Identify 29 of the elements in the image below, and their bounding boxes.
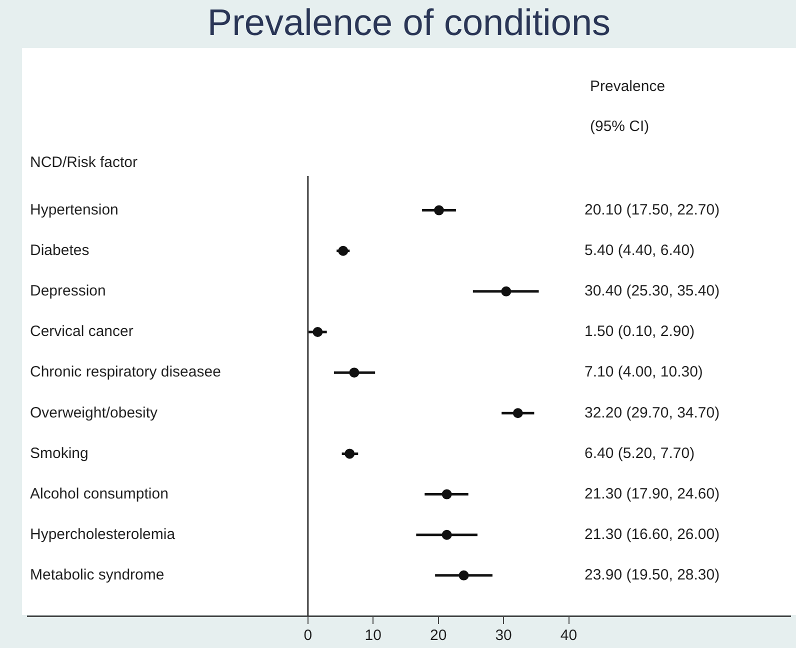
annotation: 6.40 (5.20, 7.70) bbox=[584, 444, 695, 462]
y-tick-label: Cervical cancer bbox=[30, 323, 134, 340]
chart-title: Prevalence of conditions bbox=[206, 2, 612, 44]
annotation: 30.40 (25.30, 35.40) bbox=[584, 282, 720, 300]
y-tick-label: Chronic respiratory diseasee bbox=[30, 364, 221, 381]
y-tick-label: Depression bbox=[30, 282, 106, 300]
annotation: 1.50 (0.10, 2.90) bbox=[584, 323, 695, 340]
x-tick-label: 20 bbox=[430, 627, 447, 644]
x-tick-label: 30 bbox=[495, 627, 512, 644]
x-tick-label: 0 bbox=[304, 627, 312, 644]
annotation: 5.40 (4.40, 6.40) bbox=[584, 242, 695, 259]
x-tick-label: 40 bbox=[560, 627, 578, 644]
y-tick-label: Overweight/obesity bbox=[30, 404, 158, 422]
y-axis-title: NCD/Risk factor bbox=[30, 154, 138, 171]
y-tick-label: Hypercholesterolemia bbox=[30, 526, 176, 543]
annotation: 32.20 (29.70, 34.70) bbox=[584, 404, 720, 422]
y-tick-label: Metabolic syndrome bbox=[30, 566, 164, 584]
annotation: 20.10 (17.50, 22.70) bbox=[584, 201, 720, 218]
y-tick-label: Alcohol consumption bbox=[30, 485, 168, 502]
text: Prevalence bbox=[590, 78, 666, 95]
y-tick-label: Hypertension bbox=[30, 201, 118, 218]
annotation: 7.10 (4.00, 10.30) bbox=[584, 364, 703, 381]
annotation: 21.30 (17.90, 24.60) bbox=[584, 485, 720, 502]
annotation: 23.90 (19.50, 28.30) bbox=[584, 566, 720, 584]
y-tick-label: Diabetes bbox=[30, 242, 90, 259]
x-tick-label: 10 bbox=[364, 627, 382, 644]
y-tick-label: Smoking bbox=[30, 444, 88, 462]
annotation: 21.30 (16.60, 26.00) bbox=[584, 526, 720, 543]
text: (95% CI) bbox=[590, 118, 650, 135]
